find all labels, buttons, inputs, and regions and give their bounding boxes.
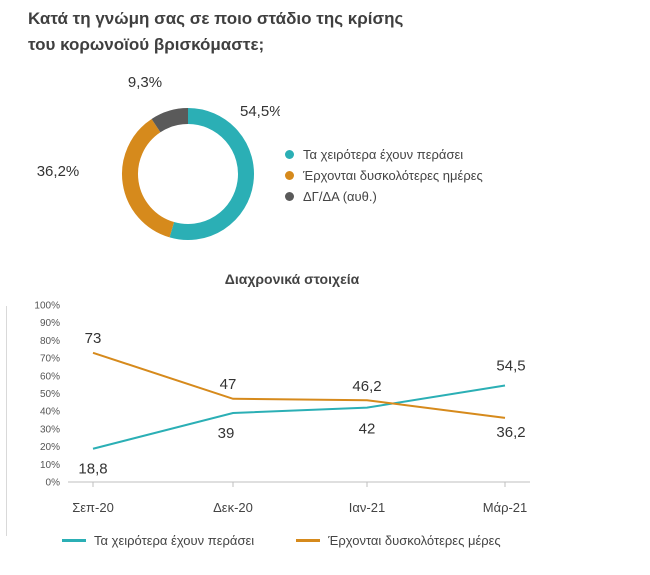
y-tick-label: 0% [46,478,61,489]
legend-label-harder: Έρχονται δυσκολότερες ημέρες [303,168,483,183]
chart-title: Κατά τη γνώμη σας σε ποιο στάδιο της κρί… [28,6,488,58]
y-tick-label: 40% [40,407,60,418]
y-tick-label: 20% [40,442,60,453]
donut-label-better: 54,5% [240,103,280,120]
x-tick-label: Δεκ-20 [213,500,253,515]
data-label-harder: 47 [220,376,237,393]
legend-label-dk: ΔΓ/ΔΑ (αυθ.) [303,189,377,204]
title-line-1: Κατά τη γνώμη σας σε ποιο στάδιο της κρί… [28,9,404,28]
y-tick-label: 10% [40,460,60,471]
legend-item-better: Τα χειρότερα έχουν περάσει [285,144,483,165]
y-tick-label: 50% [40,389,60,400]
line-legend-swatch-harder [296,539,321,542]
legend-swatch-dk [285,192,294,201]
data-label-better: 18,8 [78,461,107,478]
line-legend-item-harder: Έρχονται δυσκολότερες μέρες [296,533,501,548]
line-legend-item-better: Τα χειρότερα έχουν περάσει [62,533,254,548]
y-tick-label: 80% [40,336,60,347]
line-legend: Τα χειρότερα έχουν περάσει Έρχονται δυσκ… [62,533,622,548]
series-line-better [92,384,506,450]
divider-rule [6,306,7,536]
title-line-2: του κορωνοϊού βρισκόμαστε; [28,35,265,54]
y-tick-label: 70% [40,354,60,365]
line-legend-swatch-better [62,539,86,542]
donut-label-harder: 36,2% [37,163,80,180]
x-tick-label: Μάρ-21 [483,500,528,515]
data-label-better: 39 [218,425,235,442]
data-label-harder: 46,2 [352,378,381,395]
y-tick-label: 100% [34,301,60,312]
legend-label-better: Τα χειρότερα έχουν περάσει [303,147,464,162]
legend-swatch-harder [285,171,294,180]
y-tick-label: 30% [40,424,60,435]
series-line-harder [92,351,506,419]
y-tick-label: 90% [40,318,60,329]
legend-item-harder: Έρχονται δυσκολότερες ημέρες [285,165,483,186]
legend-item-dk: ΔΓ/ΔΑ (αυθ.) [285,186,483,207]
x-tick-label: Ιαν-21 [349,500,385,515]
line-chart-title: Διαχρονικά στοιχεία [225,271,360,287]
data-label-harder: 36,2 [496,424,525,441]
donut-legend: Τα χειρότερα έχουν περάσει Έρχονται δυσκ… [285,144,483,207]
donut-slice-harder [122,118,175,238]
legend-swatch-better [285,150,294,159]
line-legend-label-better: Τα χειρότερα έχουν περάσει [94,533,255,548]
donut-slice-dk [151,108,189,133]
x-tick-label: Σεπ-20 [72,500,114,515]
donut-chart: 54,5% 36,2% 9,3% [37,74,280,240]
data-label-better: 42 [359,421,376,438]
line-legend-label-harder: Έρχονται δυσκολότερες μέρες [328,533,501,548]
data-label-better: 54,5 [496,358,525,375]
data-label-harder: 73 [85,330,102,347]
donut-label-dk: 9,3% [128,74,162,91]
y-tick-label: 60% [40,371,60,382]
donut-slice-better [169,108,254,240]
